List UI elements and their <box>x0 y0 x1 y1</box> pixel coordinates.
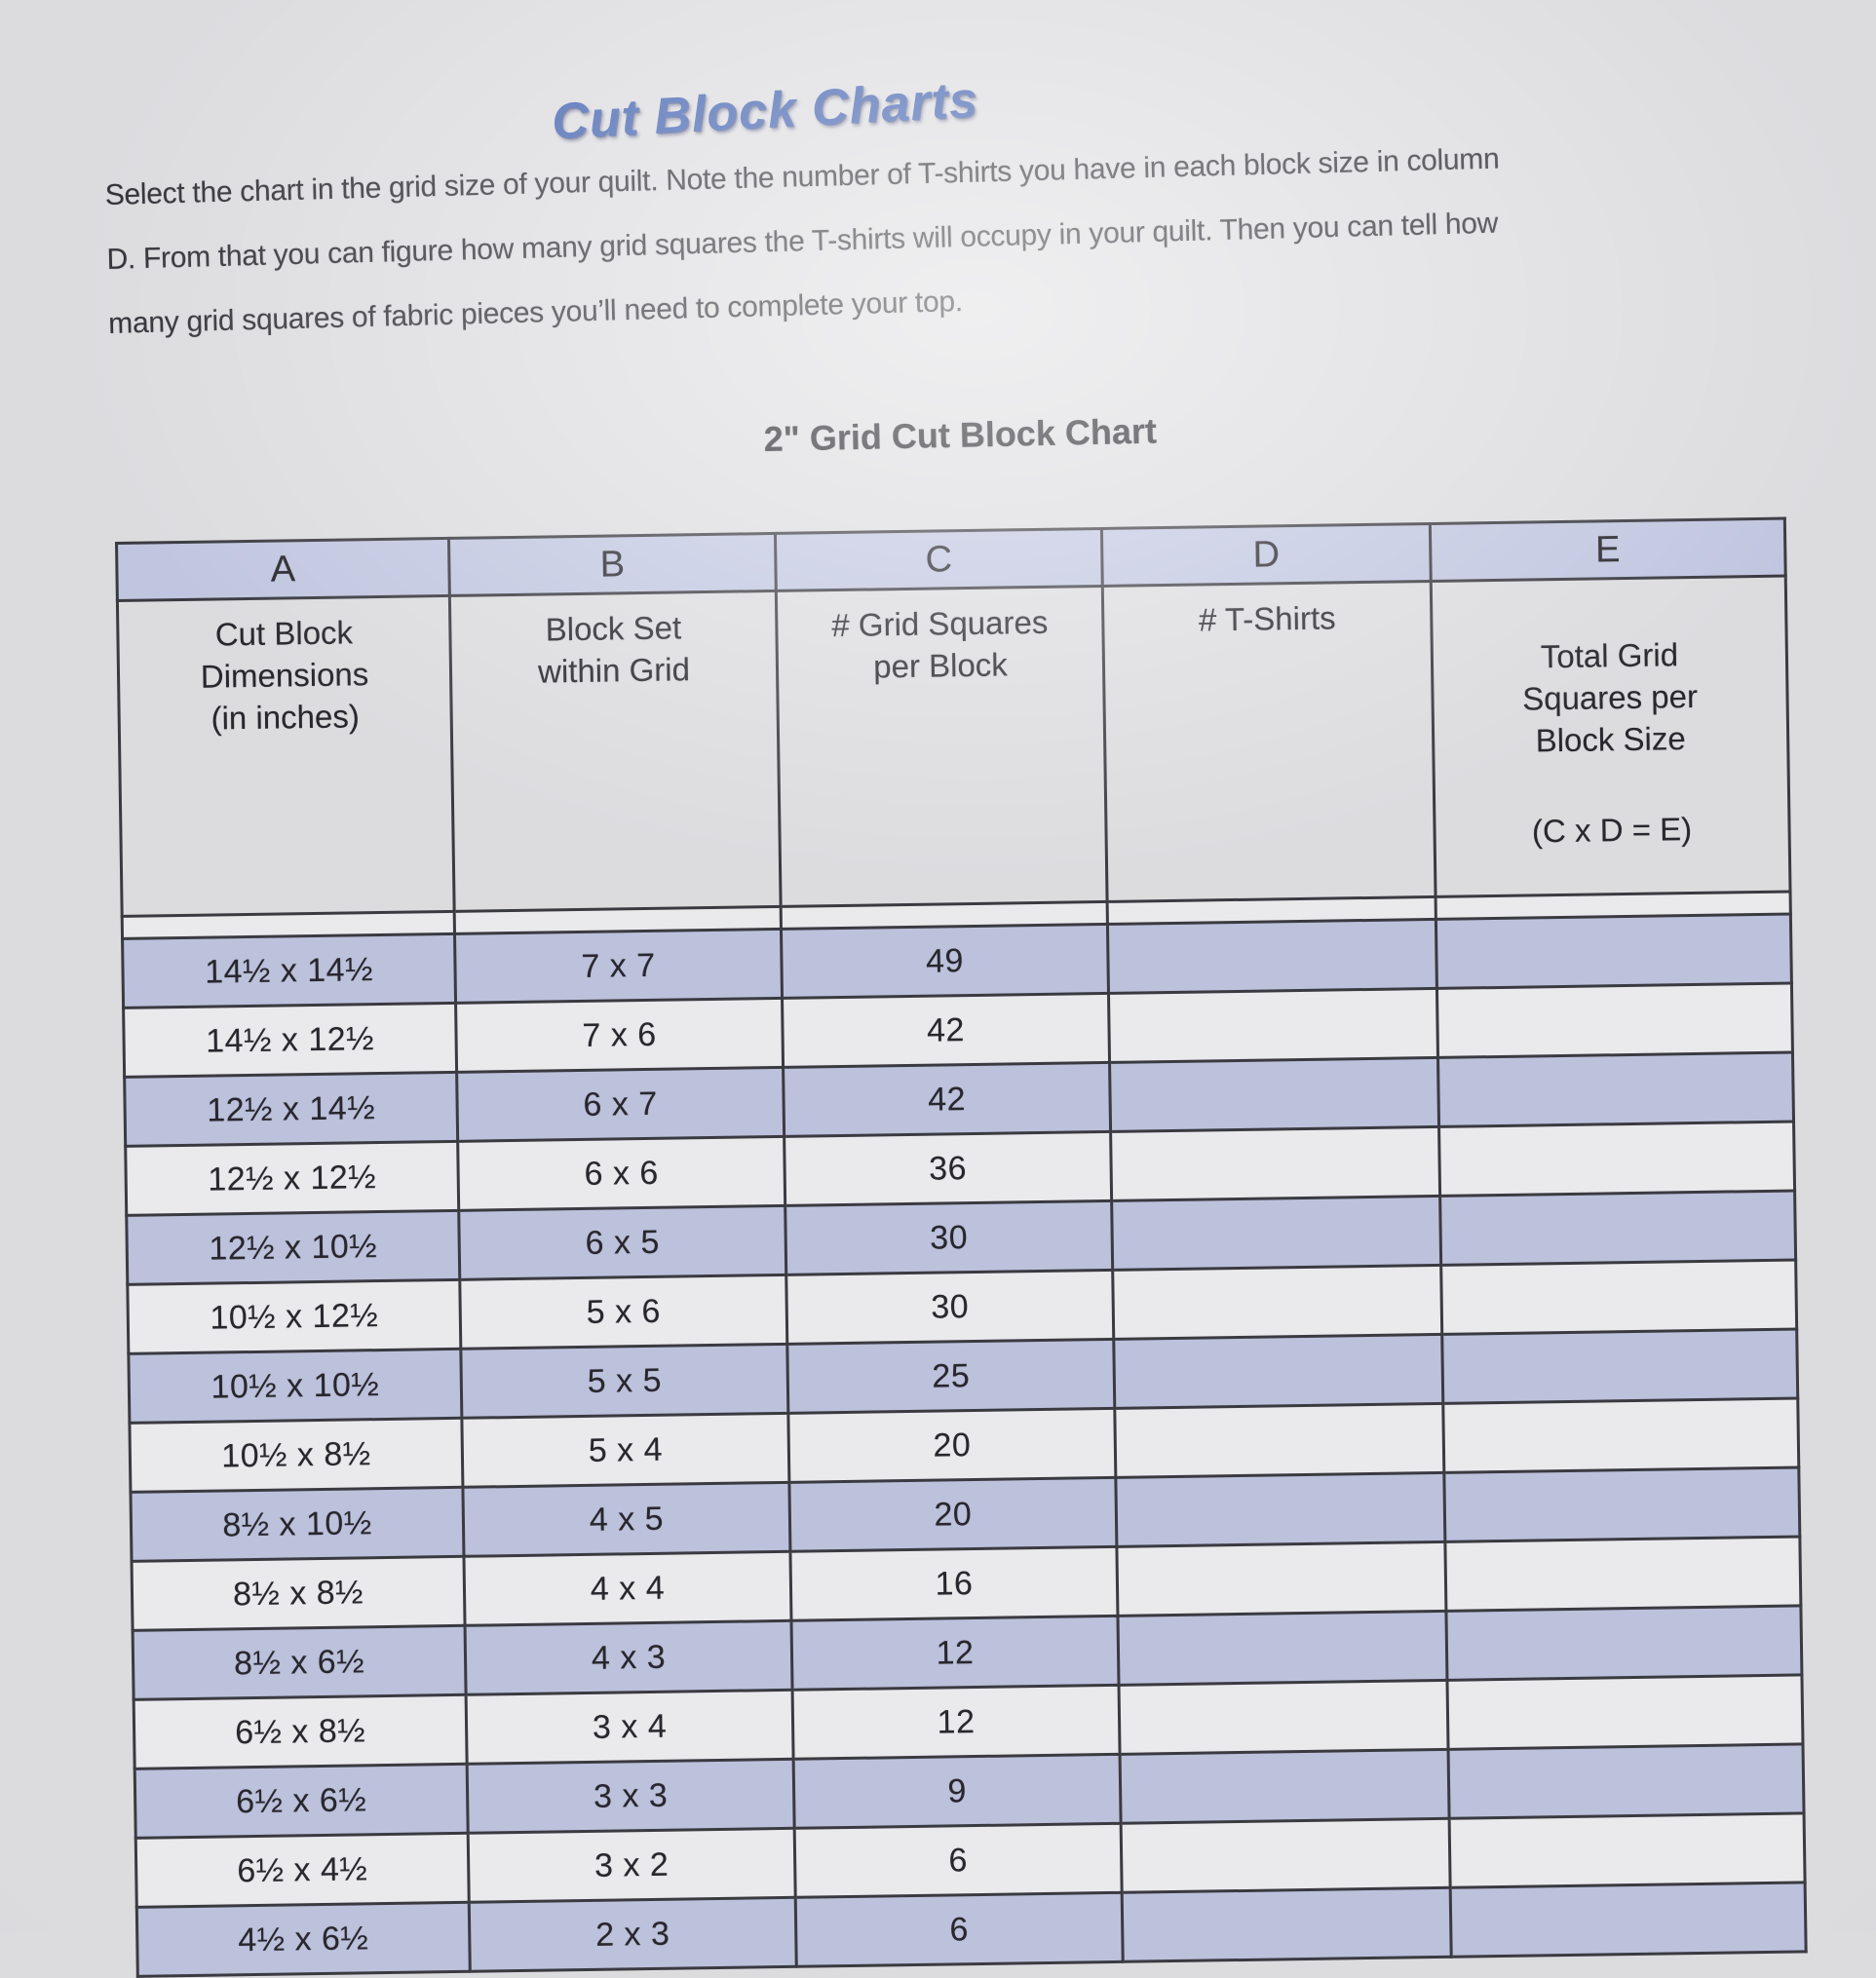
cell-dimensions: 14½ x 14½ <box>122 933 456 1008</box>
cell-t-shirts <box>1114 1403 1444 1478</box>
chart-subtitle: 2" Grid Cut Block Chart <box>763 410 1158 459</box>
cell-dimensions: 12½ x 12½ <box>125 1141 459 1216</box>
cell-block-set: 2 x 3 <box>469 1897 797 1972</box>
cell-grid-squares: 36 <box>784 1131 1112 1206</box>
cell-grid-squares: 16 <box>789 1546 1118 1621</box>
cell-block-set: 4 x 3 <box>465 1620 793 1695</box>
column-letter-e: E <box>1430 518 1786 582</box>
cell-grid-squares: 12 <box>792 1685 1121 1760</box>
cell-block-set: 7 x 7 <box>454 929 783 1004</box>
cut-block-table-wrapper: A B C D E Cut Block Dimensions (in inche… <box>115 517 1808 1978</box>
cell-total <box>1444 1537 1801 1612</box>
cell-t-shirts <box>1116 1541 1446 1617</box>
cell-total <box>1441 1329 1798 1404</box>
column-header-row: Cut Block Dimensions (in inches) Block S… <box>117 576 1791 917</box>
cell-t-shirts <box>1122 1887 1452 1962</box>
column-header-grid-squares: # Grid Squares per Block <box>776 586 1108 907</box>
cell-grid-squares: 20 <box>787 1408 1116 1483</box>
cell-t-shirts <box>1113 1334 1443 1409</box>
cell-dimensions: 6½ x 8½ <box>134 1694 468 1769</box>
cell-grid-squares: 6 <box>795 1892 1124 1967</box>
cell-grid-squares: 42 <box>783 1062 1111 1137</box>
cell-t-shirts <box>1119 1680 1449 1755</box>
cut-block-table: A B C D E Cut Block Dimensions (in inche… <box>115 517 1808 1978</box>
cell-grid-squares: 30 <box>785 1200 1113 1275</box>
cell-grid-squares: 12 <box>791 1616 1120 1691</box>
cell-total <box>1439 1191 1796 1266</box>
cell-dimensions: 8½ x 6½ <box>133 1625 467 1700</box>
cell-dimensions: 6½ x 4½ <box>135 1833 470 1908</box>
cell-grid-squares: 6 <box>794 1823 1123 1898</box>
column-letter-d: D <box>1101 523 1432 587</box>
column-header-block-set: Block Set within Grid <box>449 590 782 912</box>
column-header-t-shirts: # T-Shirts <box>1102 581 1436 902</box>
cell-total <box>1436 914 1792 989</box>
cell-dimensions: 10½ x 12½ <box>127 1279 461 1354</box>
column-header-total-text: Total Grid Squares per Block Size <box>1521 636 1699 759</box>
cell-total <box>1445 1606 1802 1681</box>
cell-block-set: 5 x 5 <box>460 1344 788 1419</box>
cell-block-set: 3 x 4 <box>466 1690 794 1765</box>
cell-dimensions: 8½ x 10½ <box>130 1487 464 1562</box>
cell-total <box>1450 1883 1807 1958</box>
cell-block-set: 6 x 5 <box>458 1205 786 1280</box>
cell-grid-squares: 20 <box>788 1477 1117 1552</box>
cell-t-shirts <box>1107 919 1437 994</box>
cell-grid-squares: 42 <box>782 993 1110 1068</box>
cell-dimensions: 4½ x 6½ <box>136 1902 471 1977</box>
column-letter-a: A <box>116 538 450 601</box>
cell-block-set: 6 x 6 <box>457 1136 785 1211</box>
cell-total <box>1437 1052 1794 1127</box>
cell-dimensions: 12½ x 14½ <box>124 1072 458 1147</box>
cell-grid-squares: 9 <box>793 1754 1122 1829</box>
cell-block-set: 4 x 4 <box>463 1551 792 1626</box>
cell-dimensions: 14½ x 12½ <box>123 1003 457 1078</box>
cell-block-set: 4 x 5 <box>462 1482 790 1557</box>
cell-total <box>1442 1398 1799 1473</box>
cell-dimensions: 8½ x 8½ <box>132 1556 466 1631</box>
cell-block-set: 3 x 2 <box>468 1828 796 1903</box>
cell-block-set: 5 x 6 <box>459 1274 787 1350</box>
cell-total <box>1449 1813 1806 1888</box>
cell-block-set: 3 x 3 <box>467 1759 795 1834</box>
column-header-dimensions: Cut Block Dimensions (in inches) <box>117 595 455 917</box>
cell-t-shirts <box>1120 1749 1450 1824</box>
column-header-total-formula: (C x D = E) <box>1531 810 1693 850</box>
cell-t-shirts <box>1112 1265 1442 1340</box>
cell-block-set: 5 x 4 <box>461 1413 789 1488</box>
cell-t-shirts <box>1117 1611 1447 1686</box>
cell-dimensions: 12½ x 10½ <box>126 1210 460 1285</box>
cell-total <box>1446 1675 1804 1750</box>
column-letter-b: B <box>448 533 777 596</box>
cell-dimensions: 10½ x 8½ <box>129 1418 463 1493</box>
cell-t-shirts <box>1115 1472 1445 1547</box>
cell-grid-squares: 30 <box>785 1270 1114 1345</box>
cell-total <box>1448 1744 1805 1819</box>
column-header-total: Total Grid Squares per Block Size (C x D… <box>1431 576 1791 897</box>
cell-grid-squares: 25 <box>786 1339 1115 1414</box>
cell-t-shirts <box>1108 988 1438 1063</box>
cell-t-shirts <box>1111 1196 1441 1271</box>
cell-total <box>1440 1260 1797 1335</box>
cell-t-shirts <box>1110 1126 1440 1201</box>
cell-total <box>1438 1122 1795 1197</box>
cell-t-shirts <box>1121 1818 1451 1893</box>
cell-block-set: 7 x 6 <box>455 998 784 1073</box>
cell-total <box>1443 1467 1800 1542</box>
table-body: 14½ x 14½ 7 x 7 49 14½ x 12½ 7 x 6 42 12… <box>122 892 1807 1977</box>
cell-t-shirts <box>1109 1057 1439 1132</box>
cell-block-set: 6 x 7 <box>456 1067 785 1142</box>
intro-paragraph: Select the chart in the grid size of you… <box>104 142 1500 340</box>
cell-total <box>1436 983 1793 1058</box>
cell-dimensions: 6½ x 6½ <box>134 1764 469 1839</box>
cell-dimensions: 10½ x 10½ <box>128 1349 462 1424</box>
column-letter-c: C <box>775 528 1103 591</box>
cell-grid-squares: 49 <box>781 924 1109 999</box>
